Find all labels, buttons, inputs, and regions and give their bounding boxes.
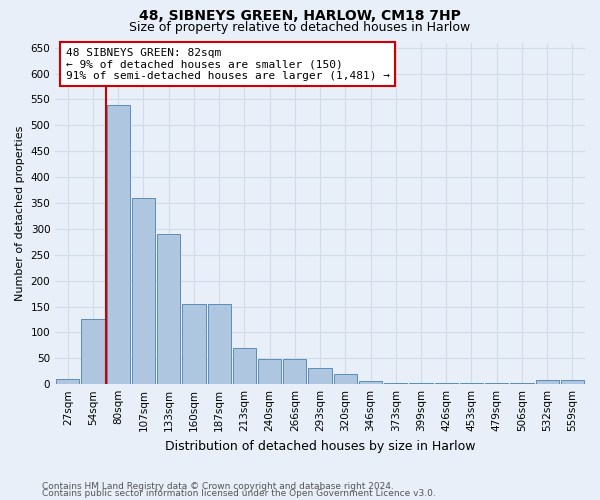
Bar (208, 304, 231, 384)
Bar (82, 320, 104, 384)
X-axis label: Distribution of detached houses by size in Harlow: Distribution of detached houses by size … (165, 440, 475, 452)
Bar (182, 304, 206, 384)
Bar (511, 383, 533, 384)
Bar (258, 360, 281, 384)
Bar (460, 383, 483, 384)
Bar (409, 383, 433, 384)
Text: Contains public sector information licensed under the Open Government Licence v3: Contains public sector information licen… (42, 490, 436, 498)
Bar (536, 380, 559, 384)
Text: Contains HM Land Registry data © Crown copyright and database right 2024.: Contains HM Land Registry data © Crown c… (42, 482, 394, 491)
Text: 48 SIBNEYS GREEN: 82sqm
← 9% of detached houses are smaller (150)
91% of semi-de: 48 SIBNEYS GREEN: 82sqm ← 9% of detached… (66, 48, 390, 81)
Bar (561, 380, 584, 384)
Text: 48, SIBNEYS GREEN, HARLOW, CM18 7HP: 48, SIBNEYS GREEN, HARLOW, CM18 7HP (139, 9, 461, 23)
Bar (485, 383, 508, 384)
Bar (107, 104, 130, 384)
Bar (308, 368, 332, 384)
Bar (384, 382, 407, 384)
Bar (434, 383, 458, 384)
Bar (334, 374, 357, 384)
Bar (233, 348, 256, 384)
Bar (157, 234, 181, 384)
Text: Size of property relative to detached houses in Harlow: Size of property relative to detached ho… (130, 22, 470, 35)
Bar (56, 379, 79, 384)
Y-axis label: Number of detached properties: Number of detached properties (15, 126, 25, 301)
Bar (132, 198, 155, 384)
Bar (283, 360, 307, 384)
Bar (359, 381, 382, 384)
